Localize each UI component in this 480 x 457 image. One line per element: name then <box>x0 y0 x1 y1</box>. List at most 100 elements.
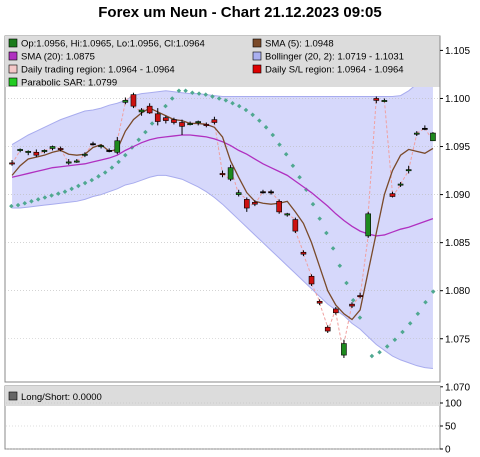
legend-label: Daily trading region: 1.0964 - 1.0964 <box>21 65 175 76</box>
candle-body <box>211 119 218 123</box>
legend-swatch <box>8 38 18 48</box>
candle-body <box>349 303 355 307</box>
daily-region-link <box>343 304 353 344</box>
candle-body <box>300 251 307 255</box>
candle-body <box>308 275 315 285</box>
legend-swatch <box>252 64 262 74</box>
legend-label: Bollinger (20, 2): 1.0719 - 1.1031 <box>265 52 404 63</box>
daily-region-link <box>76 154 86 162</box>
candle-body <box>114 140 121 153</box>
legend-label: Parabolic SAR: 1.0799 <box>21 78 117 89</box>
y-tick-label: 1.070 <box>445 382 470 393</box>
legend-swatch <box>8 51 18 61</box>
candle-body <box>252 201 258 205</box>
parabolic-sar-dot <box>330 246 336 251</box>
candle-body <box>203 124 210 126</box>
candle-body <box>146 105 153 114</box>
daily-region-link <box>294 230 304 253</box>
legend-label: SMA (5): 1.0948 <box>265 39 334 50</box>
parabolic-sar-dot <box>377 349 382 355</box>
parabolic-sar-dot <box>15 202 21 208</box>
parabolic-sar-dot <box>35 197 41 202</box>
candle-body <box>268 191 274 194</box>
y-tick-label: 1.085 <box>445 238 470 249</box>
candle-body <box>98 145 104 148</box>
daily-region-link <box>213 122 223 174</box>
candle-body <box>324 326 331 332</box>
legend-swatch <box>252 38 262 48</box>
candle-body <box>74 160 80 163</box>
candle-body <box>187 123 193 125</box>
candle-body <box>316 300 323 304</box>
legend-label: Daily S/L region: 1.0964 - 1.0964 <box>265 65 404 76</box>
long-short-legend-box <box>5 386 440 406</box>
candle-body <box>430 132 436 142</box>
parabolic-sar-dot <box>69 186 74 192</box>
parabolic-sar-dot <box>82 180 88 186</box>
long-short-swatch <box>8 391 18 401</box>
candle-body <box>17 149 23 151</box>
candle-body <box>422 127 428 130</box>
candle-body <box>341 343 347 356</box>
sub-tick-label: 50 <box>445 422 457 433</box>
candle-body <box>163 117 169 121</box>
parabolic-sar-dot <box>102 170 108 175</box>
parabolic-sar-dot <box>310 201 316 207</box>
legend-swatch <box>8 77 18 87</box>
y-tick-label: 1.105 <box>445 46 470 57</box>
parabolic-sar-dot <box>423 299 428 305</box>
parabolic-sar-dot <box>337 263 343 268</box>
candle-body <box>276 201 282 213</box>
candle-body <box>397 183 404 186</box>
candle-body <box>227 167 234 180</box>
candle-body <box>389 193 396 197</box>
candle-body <box>25 151 32 153</box>
chart-title: Forex um Neun - Chart 21.12.2023 09:05 <box>98 4 382 21</box>
bollinger-lower-line <box>12 174 434 370</box>
parabolic-sar-dot <box>357 315 363 320</box>
candle-body <box>9 162 15 165</box>
long-short-label: Long/Short: 0.0000 <box>21 392 102 403</box>
candle-body <box>333 308 339 314</box>
daily-region-link <box>359 235 369 297</box>
y-tick-label: 1.090 <box>445 190 470 201</box>
candle-body <box>90 143 96 146</box>
sub-tick-label: 0 <box>445 445 451 456</box>
parabolic-sar-dot <box>384 344 390 349</box>
daily-region-link <box>302 254 313 277</box>
parabolic-sar-dot <box>42 195 48 200</box>
candle-body <box>106 150 112 152</box>
parabolic-sar-dot <box>123 152 128 158</box>
candle-body <box>373 98 380 101</box>
daily-region-link <box>408 133 418 170</box>
parabolic-sar-dot <box>324 230 329 236</box>
legend-swatch <box>8 64 18 74</box>
candle-body <box>154 113 161 122</box>
parabolic-sar-dot <box>76 183 81 189</box>
daily-region-link <box>327 308 337 332</box>
sma20-line <box>11 134 434 237</box>
parabolic-sar-dot <box>400 329 405 335</box>
parabolic-sar-dot <box>350 298 356 303</box>
candle-body <box>292 219 299 232</box>
sub-tick-label: 100 <box>445 399 462 410</box>
daily-region-link <box>319 303 329 328</box>
y-tick-label: 1.095 <box>445 142 470 153</box>
candle-body <box>171 119 177 123</box>
daily-region-link <box>116 102 126 141</box>
daily-region-link <box>383 100 393 194</box>
daily-region-link <box>133 105 142 113</box>
candle-body <box>33 151 40 156</box>
legend-label: Op:1.0956, Hi:1.0965, Lo:1.0956, Cl:1.09… <box>21 39 205 50</box>
daily-region-link <box>367 98 377 214</box>
candle-body <box>195 121 202 124</box>
parabolic-sar-dot <box>392 337 398 342</box>
candle-body <box>82 153 88 156</box>
parabolic-sar-dot <box>430 289 436 294</box>
parabolic-sar-dot <box>407 321 413 326</box>
y-tick-label: 1.080 <box>445 286 470 297</box>
candle-body <box>41 150 48 152</box>
candle-body <box>57 148 64 150</box>
candle-body <box>179 122 185 127</box>
